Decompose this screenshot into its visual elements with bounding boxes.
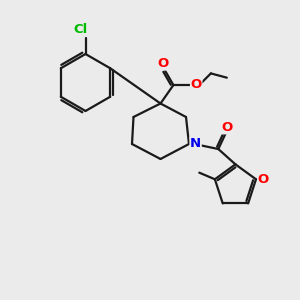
Text: O: O	[258, 173, 269, 186]
Text: Cl: Cl	[73, 22, 87, 36]
Text: N: N	[190, 137, 201, 150]
Text: O: O	[190, 78, 202, 91]
Text: O: O	[222, 121, 233, 134]
Text: O: O	[157, 57, 169, 70]
